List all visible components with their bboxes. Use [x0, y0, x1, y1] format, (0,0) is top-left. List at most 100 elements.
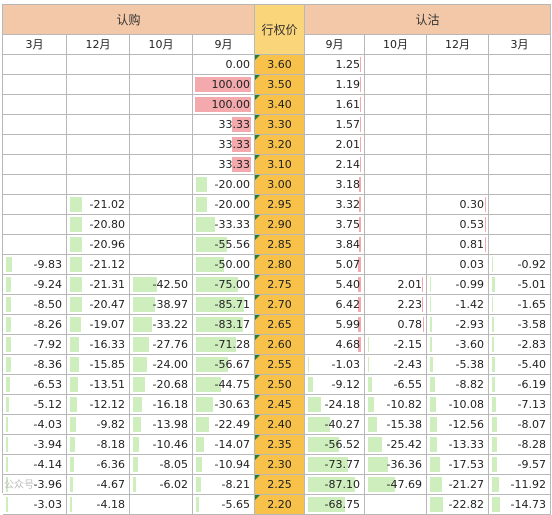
call-value-cell: -30.63	[193, 395, 255, 415]
strike-price-cell: 2.95	[255, 195, 305, 215]
negative-data-bar	[492, 397, 496, 412]
call-value-cell: -20.00	[193, 195, 255, 215]
strike-price-cell: 2.50	[255, 375, 305, 395]
put-value-cell: -17.53	[427, 455, 489, 475]
call-value-cell-value: -16.18	[153, 398, 188, 411]
put-month-header: 10月	[365, 35, 427, 55]
call-value-cell-value: -6.02	[160, 478, 188, 491]
put-value-cell: -10.82	[365, 395, 427, 415]
put-value-cell-value: -25.42	[387, 438, 422, 451]
call-value-cell	[3, 55, 67, 75]
negative-data-bar	[70, 257, 82, 272]
put-value-cell	[489, 235, 551, 255]
call-value-cell	[67, 95, 130, 115]
negative-data-bar	[430, 337, 432, 352]
put-value-cell: -40.27	[305, 415, 365, 435]
call-value-cell: -50.00	[193, 255, 255, 275]
put-value-cell: -3.60	[427, 335, 489, 355]
put-value-cell: 3.32	[305, 195, 365, 215]
put-value-cell: 5.99	[305, 315, 365, 335]
call-value-cell: -12.12	[67, 395, 130, 415]
call-value-cell-value: -21.31	[90, 278, 125, 291]
call-value-cell-value: -19.07	[90, 318, 125, 331]
call-value-cell-value: -8.36	[34, 358, 62, 371]
put-value-cell-value: -24.18	[325, 398, 360, 411]
call-value-cell: -16.18	[130, 395, 193, 415]
call-value-cell-value: 100.00	[212, 78, 251, 91]
put-value-cell: 1.19	[305, 75, 365, 95]
negative-data-bar	[368, 457, 388, 472]
call-value-cell: 33.33	[193, 135, 255, 155]
call-value-cell-value: -4.67	[97, 478, 125, 491]
call-value-cell: -15.85	[67, 355, 130, 375]
put-value-cell: 0.81	[427, 235, 489, 255]
negative-data-bar	[492, 437, 497, 452]
negative-data-bar	[492, 477, 499, 492]
put-value-cell-value: 6.42	[336, 298, 361, 311]
strike-price-cell: 2.30	[255, 455, 305, 475]
call-value-cell-value: 33.33	[219, 158, 251, 171]
strike-price-cell-value: 2.75	[267, 278, 292, 291]
put-value-cell-value: -3.60	[456, 338, 484, 351]
call-value-cell	[67, 55, 130, 75]
put-value-cell	[427, 155, 489, 175]
negative-data-bar	[133, 377, 145, 392]
negative-data-bar	[368, 417, 377, 432]
put-value-cell-value: 2.14	[336, 158, 361, 171]
negative-data-bar	[196, 417, 209, 432]
put-value-cell: -73.77	[305, 455, 365, 475]
call-value-cell: 33.33	[193, 115, 255, 135]
negative-data-bar	[70, 437, 75, 452]
put-value-cell	[365, 215, 427, 235]
call-value-cell	[3, 115, 67, 135]
negative-data-bar	[6, 297, 11, 312]
call-value-cell: -6.53	[3, 375, 67, 395]
put-value-cell-value: -8.28	[518, 438, 546, 451]
call-value-cell: 0.00	[193, 55, 255, 75]
strike-price-cell-value: 3.10	[267, 158, 292, 171]
call-value-cell-value: -56.67	[215, 358, 250, 371]
put-value-cell-value: -17.53	[449, 458, 484, 471]
strike-price-cell-value: 2.70	[267, 298, 292, 311]
call-value-cell	[130, 195, 193, 215]
put-value-cell: -13.33	[427, 435, 489, 455]
put-month-header-value: 12月	[445, 38, 470, 51]
negative-data-bar	[70, 477, 73, 492]
negative-data-bar	[196, 457, 202, 472]
put-value-cell	[489, 215, 551, 235]
put-value-cell-value: -5.40	[518, 358, 546, 371]
call-value-cell-value: -24.00	[153, 358, 188, 371]
call-value-cell-value: -10.46	[153, 438, 188, 451]
negative-data-bar	[133, 457, 138, 472]
put-value-cell: 2.14	[305, 155, 365, 175]
strike-price-cell: 2.55	[255, 355, 305, 375]
call-value-cell-value: -20.47	[90, 298, 125, 311]
put-value-cell-value: -87.10	[325, 478, 360, 491]
strike-price-cell-value: 2.25	[267, 478, 292, 491]
negative-data-bar	[196, 497, 199, 512]
strike-price-cell: 3.20	[255, 135, 305, 155]
strike-price-cell: 3.10	[255, 155, 305, 175]
put-value-cell-value: 2.23	[398, 298, 423, 311]
put-value-cell	[365, 115, 427, 135]
put-value-cell-value: 0.03	[460, 258, 485, 271]
strike-price-cell: 3.60	[255, 55, 305, 75]
call-value-cell: -13.98	[130, 415, 193, 435]
negative-data-bar	[70, 297, 82, 312]
call-value-cell: -20.47	[67, 295, 130, 315]
call-value-cell-value: -71.28	[215, 338, 250, 351]
negative-data-bar	[70, 497, 72, 512]
put-value-cell: 0.78	[365, 315, 427, 335]
negative-data-bar	[368, 377, 372, 392]
put-value-cell	[365, 235, 427, 255]
strike-price-cell: 3.00	[255, 175, 305, 195]
put-month-header: 3月	[489, 35, 551, 55]
call-value-cell-value: -8.26	[34, 318, 62, 331]
strike-header: 行权价	[255, 5, 305, 55]
put-value-cell-value: 0.81	[460, 238, 485, 251]
put-value-cell-value: 0.30	[460, 198, 485, 211]
call-value-cell	[130, 215, 193, 235]
call-value-cell: -4.14	[3, 455, 67, 475]
put-value-cell: 0.30	[427, 195, 489, 215]
put-value-cell	[365, 495, 427, 515]
